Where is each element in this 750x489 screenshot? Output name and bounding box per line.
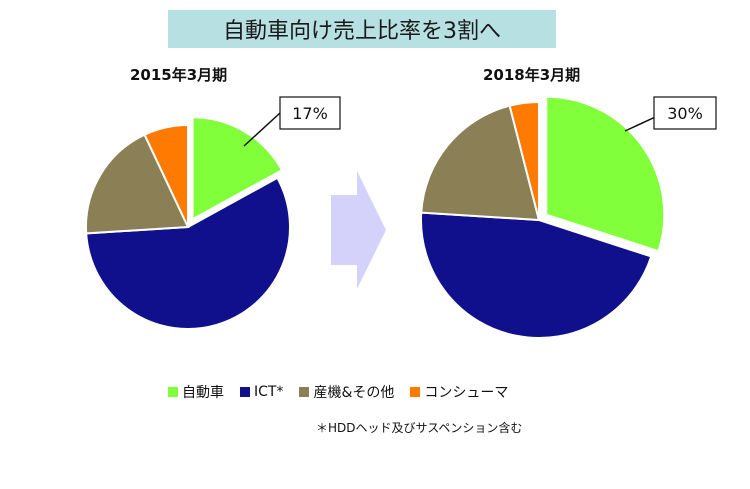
legend-item-ict: ICT*	[240, 384, 283, 400]
pie-1-callout-box	[653, 96, 717, 130]
pie-0-callout-label: 17%	[292, 104, 328, 123]
pie-1-slice-0	[545, 95, 666, 253]
legend-swatch-ict	[240, 387, 250, 397]
legend-item-industrial: 産機&その他	[299, 382, 394, 402]
pie-1-slice-1	[420, 211, 653, 339]
pie-1	[420, 95, 666, 339]
pie-0	[85, 116, 291, 330]
pie-2015-title: 2015年3月期	[130, 66, 228, 84]
pie-1-slice-2	[420, 104, 541, 222]
chart-title: 自動車向け売上比率を3割へ	[168, 10, 556, 48]
legend-label-industrial: 産機&その他	[313, 385, 395, 401]
pie-0-callout-box	[279, 96, 341, 130]
legend-swatch-automotive	[168, 387, 178, 397]
pie-1-callout-label: 30%	[667, 104, 703, 123]
pie-0-slice-1	[85, 176, 291, 330]
legend-label-consumer: コンシューマ	[424, 385, 509, 401]
legend-swatch-consumer	[410, 387, 421, 397]
pie-1-slice-3	[508, 100, 540, 221]
pie-0-slice-2	[85, 133, 190, 235]
legend-item-consumer: コンシューマ	[410, 382, 508, 402]
pie-0-slice-3	[143, 123, 189, 228]
pie-0-slice-0	[191, 116, 284, 221]
pie-2018-title: 2018年3月期	[483, 66, 581, 84]
legend: 自動車 ICT* 産機&その他 コンシューマ	[168, 382, 524, 402]
legend-label-ict: ICT*	[254, 384, 284, 400]
legend-label-automotive: 自動車	[182, 385, 224, 401]
pie-0-callout-leader	[243, 112, 281, 147]
legend-item-automotive: 自動車	[168, 382, 224, 402]
footnote: ＊HDDヘッド及びサスペンション含む	[316, 421, 523, 435]
transition-arrow	[331, 171, 386, 289]
legend-swatch-industrial	[299, 387, 310, 397]
